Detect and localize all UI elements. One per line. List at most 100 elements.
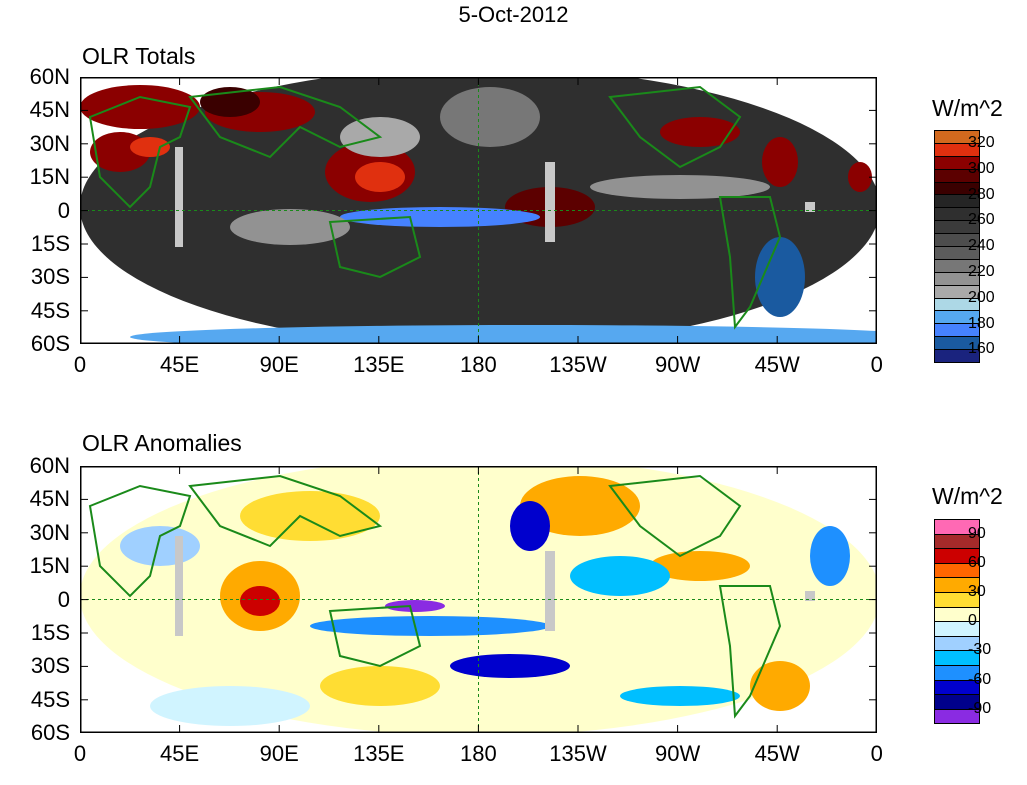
colorbar-label: 180 <box>968 314 995 332</box>
colorbar-label: 240 <box>968 237 995 255</box>
figure-title: 5-Oct-2012 <box>458 2 569 27</box>
colorbar-label: 260 <box>968 211 995 229</box>
contour-region <box>200 87 260 117</box>
x-tick-label: 180 <box>460 741 497 766</box>
x-tick-label: 45W <box>754 741 800 766</box>
x-tick-label: 45E <box>160 352 200 377</box>
colorbar-label: 90 <box>968 524 986 542</box>
x-tick-label: 0 <box>73 352 87 377</box>
x-tick-label: 45E <box>160 741 200 766</box>
missing-data-area <box>545 162 555 242</box>
missing-data-area <box>545 551 555 631</box>
contour-region <box>750 661 810 711</box>
y-tick-label: 60S <box>30 720 70 746</box>
panel-title-anomalies: OLR Anomalies <box>82 430 242 456</box>
y-tick-label: 15S <box>30 620 70 645</box>
y-tick-label: 15S <box>30 231 70 256</box>
contour-region <box>660 117 740 147</box>
x-tick-label: 90E <box>259 352 299 377</box>
x-tick-label: 90W <box>654 352 701 377</box>
contour-region <box>570 556 670 596</box>
colorbar-label: 160 <box>968 340 995 358</box>
contour-region <box>810 526 850 586</box>
coastline <box>188 85 383 159</box>
x-tick-label: 45W <box>754 352 800 377</box>
coastline <box>188 474 383 548</box>
x-tick-label: 135W <box>549 741 607 766</box>
colorbar-totals <box>934 130 980 364</box>
y-tick-label: 45S <box>30 686 70 712</box>
missing-data-area <box>175 147 183 247</box>
colorbar-label: 220 <box>968 262 995 280</box>
colorbar-label: 320 <box>968 133 995 151</box>
missing-data-area <box>175 536 183 636</box>
x-tick-label: 135E <box>353 352 405 377</box>
x-tick-label: 90E <box>259 741 299 766</box>
contour-region <box>240 586 280 616</box>
y-tick-label: 30N <box>29 519 70 545</box>
y-tick-label: 15N <box>29 553 70 579</box>
contour-region <box>590 175 770 199</box>
contour-region <box>510 501 550 551</box>
x-tick-label: 0 <box>870 741 883 766</box>
contour-region <box>848 162 872 192</box>
y-tick-label: 30N <box>29 130 70 156</box>
x-tick-label: 135E <box>353 741 405 766</box>
coastline <box>718 196 782 330</box>
panel-title-totals: OLR Totals <box>82 43 196 69</box>
colorbar-label: 30 <box>968 583 986 600</box>
y-tick-label: 0 <box>57 197 70 223</box>
contour-region <box>385 600 445 612</box>
contour-region <box>450 654 570 678</box>
coastline <box>328 604 422 668</box>
contour-region <box>150 686 310 726</box>
missing-data-area <box>805 202 815 212</box>
colorbar-label: 0 <box>968 612 977 630</box>
colorbar-swatch <box>934 708 980 725</box>
x-tick-label: 0 <box>870 352 883 377</box>
colorbar-label: 280 <box>968 185 995 203</box>
contour-region <box>320 666 440 706</box>
contour-region <box>755 237 805 317</box>
y-tick-label: 60N <box>29 453 70 478</box>
contour-region <box>762 137 798 187</box>
coastline <box>88 95 192 209</box>
legend-units-anomalies: W/m^2 <box>932 483 1003 509</box>
contour-region <box>340 207 540 227</box>
colorbar-label: -60 <box>968 670 992 688</box>
coastline <box>608 85 742 169</box>
contour-region <box>80 85 200 129</box>
y-tick-label: 30S <box>30 264 70 290</box>
y-tick-label: 45N <box>29 97 70 123</box>
y-tick-label: 45N <box>29 486 70 512</box>
y-tick-label: 45S <box>30 297 70 323</box>
contour-region <box>520 476 640 536</box>
colorbar-label: -30 <box>968 641 992 659</box>
olr-totals-map <box>80 77 877 344</box>
y-tick-label: 30S <box>30 653 70 679</box>
colorbar-label: 200 <box>968 288 995 306</box>
x-tick-label: 135W <box>549 352 607 377</box>
colorbar-label: -90 <box>968 699 992 717</box>
x-tick-label: 0 <box>73 741 87 766</box>
contour-region <box>130 325 877 344</box>
colorbar-anomalies <box>934 519 980 725</box>
contour-region <box>440 87 540 147</box>
colorbar-label: 60 <box>968 553 986 571</box>
colorbar-swatch <box>934 349 980 364</box>
contour-region <box>120 526 200 566</box>
contour-region <box>620 686 740 706</box>
y-tick-label: 60N <box>29 64 70 89</box>
contour-region <box>310 616 550 636</box>
contour-region <box>240 491 380 541</box>
missing-data-area <box>805 591 815 601</box>
contour-region <box>230 209 350 245</box>
contour-region <box>355 162 405 192</box>
colorbar-label: 300 <box>968 159 995 177</box>
x-tick-label: 90W <box>654 741 701 766</box>
coastline <box>328 215 422 279</box>
coastline <box>88 484 192 598</box>
y-tick-label: 0 <box>57 586 70 612</box>
y-tick-label: 15N <box>29 164 70 190</box>
coastline <box>608 474 742 558</box>
